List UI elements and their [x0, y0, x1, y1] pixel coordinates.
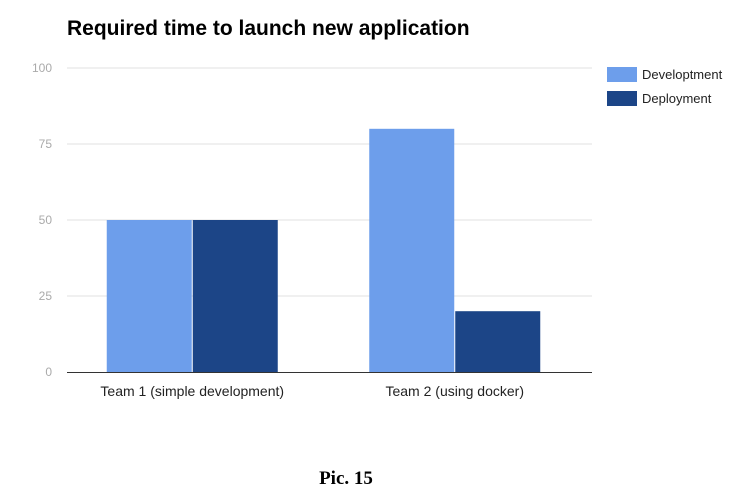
bar-deployment-team-2 [455, 311, 541, 372]
figure-caption: Pic. 15 [319, 468, 373, 489]
bar-deployment-team-1 [192, 220, 278, 372]
legend-label: Deployment [642, 91, 712, 106]
y-tick-label: 0 [45, 365, 52, 379]
legend-label: Developtment [642, 67, 723, 82]
x-category-label: Team 1 (simple development) [100, 383, 284, 399]
y-tick-label: 100 [32, 61, 52, 75]
bar-development-team-1 [106, 220, 192, 372]
legend: Developtment Deployment [607, 67, 723, 106]
legend-swatch [607, 91, 637, 106]
x-category-label: Team 2 (using docker) [385, 383, 524, 399]
bars [106, 128, 541, 372]
y-tick-label: 75 [39, 137, 53, 151]
legend-swatch [607, 67, 637, 82]
bar-development-team-2 [369, 128, 455, 372]
y-axis-ticks: 0 25 50 75 100 [32, 61, 52, 379]
x-axis-labels: Team 1 (simple development) Team 2 (using… [100, 383, 524, 399]
y-tick-label: 50 [39, 213, 53, 227]
y-tick-label: 25 [39, 289, 53, 303]
chart-title: Required time to launch new application [67, 17, 470, 40]
